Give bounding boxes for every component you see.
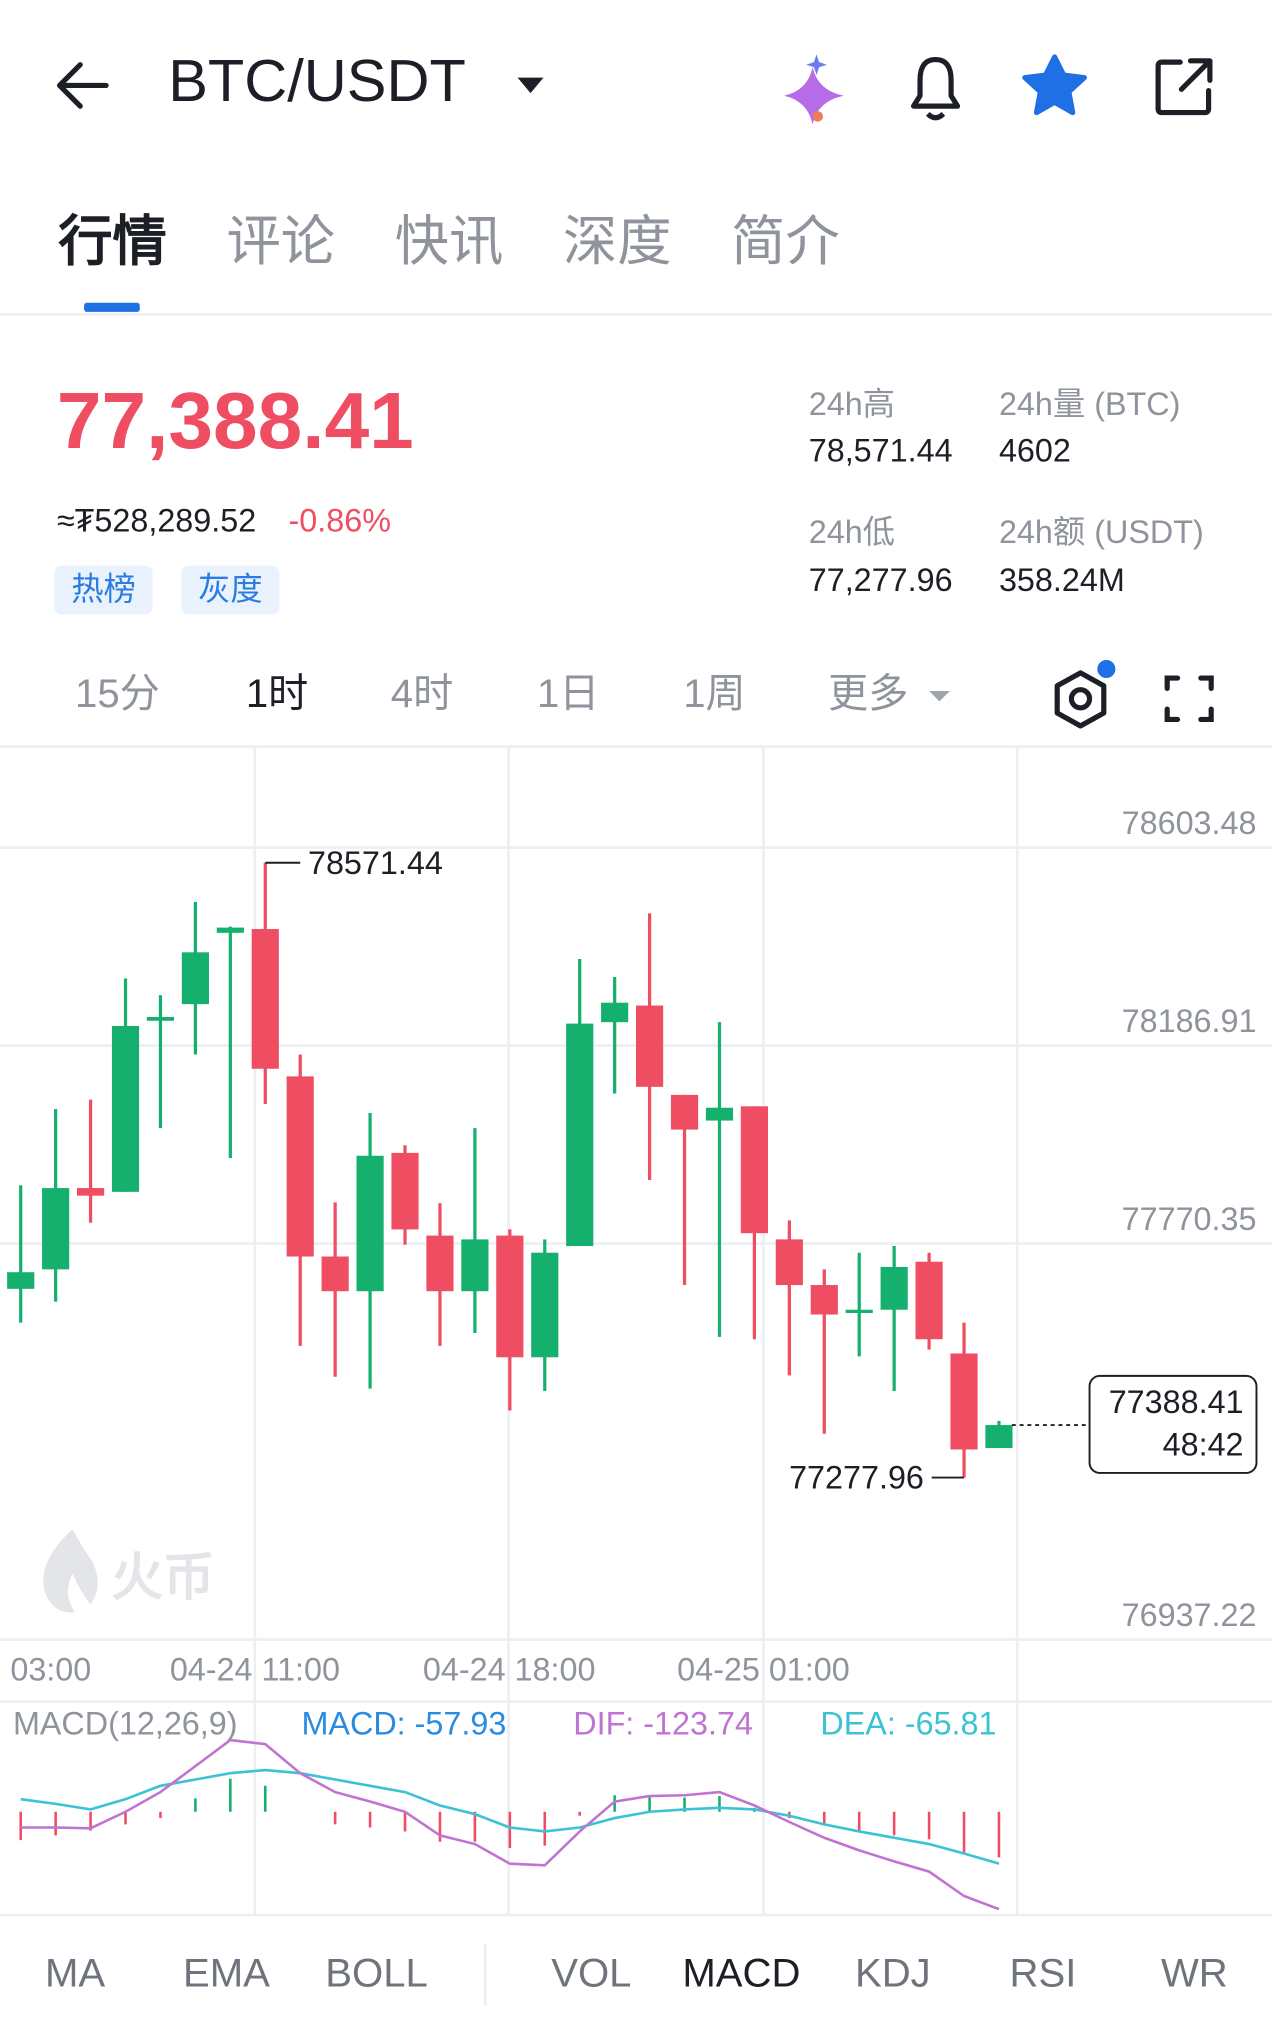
indicator-tab[interactable]: EMA <box>183 1952 270 1996</box>
dea-line <box>20 1768 1000 1865</box>
candle-body <box>146 1016 175 1021</box>
stat-label: 24h高 <box>809 386 895 422</box>
x-tick-label: 04-24 11:00 <box>170 1651 340 1687</box>
share-button[interactable] <box>1155 58 1213 116</box>
tag-bg <box>54 565 153 615</box>
stat-value: 358.24M <box>999 562 1125 598</box>
stat-label: 24h量 (BTC) <box>999 386 1180 422</box>
candle-body <box>391 1152 419 1230</box>
candle-body <box>705 1107 734 1121</box>
interval[interactable]: 15分 <box>75 672 160 716</box>
watermark-logo <box>43 1529 98 1613</box>
interval[interactable]: 4时 <box>391 672 453 716</box>
tab-indicator <box>84 302 140 312</box>
back-button[interactable] <box>56 62 109 109</box>
y-tick-label: 78186.91 <box>1122 1003 1257 1039</box>
ai-button[interactable] <box>784 54 844 125</box>
interval[interactable]: 1日 <box>537 672 599 716</box>
x-tick-label: 03:00 <box>10 1651 91 1687</box>
stat-value: 4602 <box>999 432 1071 468</box>
candle-body <box>461 1239 489 1292</box>
tab[interactable]: 快讯 <box>395 211 504 272</box>
indicator-tab[interactable]: BOLL <box>325 1952 428 1996</box>
price-change: -0.86% <box>289 502 391 538</box>
tag[interactable]: 热榜 <box>71 571 136 607</box>
candle-body <box>76 1188 105 1196</box>
indicator-tab[interactable]: MACD <box>682 1952 800 1996</box>
candle-body <box>7 1272 35 1289</box>
tab[interactable]: 评论 <box>226 211 335 272</box>
fiat-price: ≈₮528,289.52 <box>57 502 256 538</box>
watermark: 火币 <box>111 1548 214 1606</box>
candle-body <box>775 1239 803 1286</box>
y-tick-label: 77770.35 <box>1122 1201 1257 1237</box>
tab[interactable]: 行情 <box>58 211 167 272</box>
tag-bg <box>181 565 280 615</box>
stat-value: 77,277.96 <box>809 562 953 598</box>
indicator-tab[interactable]: RSI <box>1010 1952 1077 1996</box>
candle-body <box>181 952 209 1005</box>
interval[interactable]: 1时 <box>246 672 308 716</box>
settings-button[interactable] <box>1054 670 1107 729</box>
pair-dropdown[interactable] <box>517 77 544 94</box>
candle-body <box>915 1261 943 1340</box>
high-marker-label: 78571.44 <box>308 845 443 881</box>
stat-label: 24h低 <box>809 514 895 550</box>
last-price: 77,388.41 <box>57 375 414 465</box>
candle-body <box>321 1256 349 1292</box>
last-price-label: 77388.41 <box>1109 1384 1244 1420</box>
candle-body <box>426 1235 454 1292</box>
macd-params: MACD(12,26,9) <box>13 1706 238 1742</box>
candle-body <box>601 1002 629 1023</box>
candle-body <box>356 1155 384 1292</box>
candle-body <box>670 1094 699 1130</box>
candle-body <box>950 1353 978 1450</box>
candle-body <box>216 927 244 933</box>
indicator-tab[interactable]: KDJ <box>855 1952 931 1996</box>
tab[interactable]: 简介 <box>731 211 840 272</box>
candle-body <box>636 1005 664 1087</box>
tag[interactable]: 灰度 <box>198 571 263 607</box>
x-tick-label: 04-24 18:00 <box>423 1651 596 1687</box>
x-tick-label: 04-25 01:00 <box>677 1651 850 1687</box>
dif-legend: DIF: -123.74 <box>573 1706 753 1742</box>
candle-body <box>42 1188 70 1270</box>
candle-body <box>531 1252 559 1358</box>
stat-label: 24h额 (USDT) <box>999 514 1204 550</box>
candle-body <box>740 1106 768 1234</box>
candle-body <box>880 1266 908 1310</box>
alert-button[interactable] <box>910 56 961 121</box>
fullscreen-button[interactable] <box>1164 675 1214 723</box>
macd-legend: MACD: -57.93 <box>302 1706 507 1742</box>
settings-badge <box>1097 659 1116 679</box>
low-marker-label: 77277.96 <box>789 1460 924 1496</box>
favorite-button[interactable] <box>1022 54 1087 116</box>
dea-legend: DEA: -65.81 <box>820 1706 996 1742</box>
indicator-tab[interactable]: VOL <box>551 1952 631 1996</box>
candle-body <box>566 1023 594 1247</box>
indicator-tab[interactable]: MA <box>45 1952 105 1996</box>
last-price-box <box>1088 1374 1258 1474</box>
candle-body <box>985 1425 1013 1449</box>
y-tick-label: 78603.48 <box>1122 805 1257 841</box>
y-tick-label: 76937.22 <box>1122 1597 1257 1633</box>
more-dropdown[interactable] <box>929 691 950 702</box>
candle-body <box>496 1235 524 1358</box>
countdown: 48:42 <box>1163 1427 1244 1463</box>
interval[interactable]: 1周 <box>683 672 745 716</box>
tab[interactable]: 深度 <box>563 211 672 272</box>
stat-value: 78,571.44 <box>809 432 953 468</box>
pair-title[interactable]: BTC/USDT <box>168 47 466 114</box>
dif-line <box>20 1738 1000 1911</box>
candle-body <box>845 1309 873 1313</box>
interval[interactable]: 更多 <box>828 672 908 716</box>
indicator-tab[interactable]: WR <box>1161 1952 1228 1996</box>
candle-body <box>111 1025 140 1192</box>
candle-body <box>251 929 279 1069</box>
candle-body <box>810 1285 838 1315</box>
candle-body <box>286 1076 314 1257</box>
